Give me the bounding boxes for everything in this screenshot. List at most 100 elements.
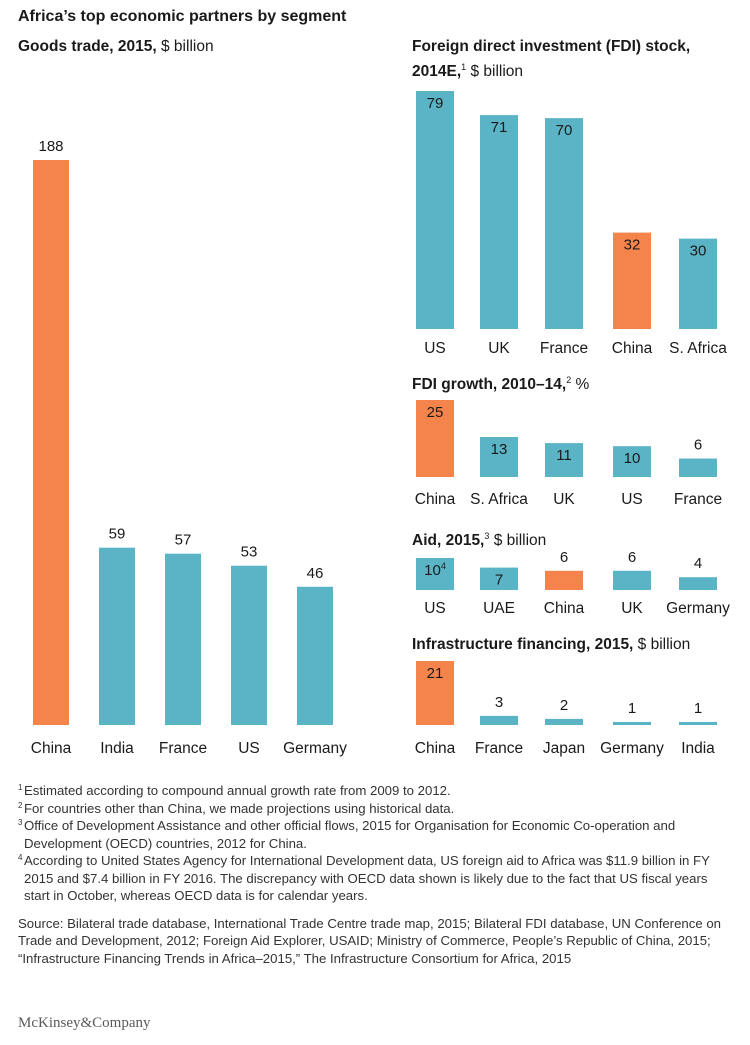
category-label-us: US [621,491,643,508]
category-label-uk: UK [621,600,643,617]
fdi-stock-title-unit: $ billion [466,63,524,81]
value-label-uk: 71 [491,119,508,136]
bar-s-africa [480,436,518,477]
value-label-france: 3 [495,694,503,711]
value-label-footnote: 4 [441,561,446,571]
category-label-germany: Germany [600,740,664,757]
category-label-germany: Germany [283,740,347,757]
category-label-japan: Japan [543,740,585,757]
value-label-france: 6 [694,437,702,454]
value-label-us: 79 [427,95,444,112]
category-label-china: China [31,740,72,757]
bar-us [231,565,267,725]
value-label-china: 21 [427,665,444,682]
aid-title-footnote: 3 [484,531,490,541]
bar-us [613,446,651,477]
bar-japan [545,718,583,725]
bar-china [416,661,454,725]
fdi-stock-title-footnote: 1 [461,62,467,72]
value-label-china: 6 [560,549,568,566]
bar-china [613,232,651,329]
bar-france [165,553,201,725]
value-label-china: 32 [624,237,641,254]
bar-india [99,547,135,725]
category-label-s-africa: S. Africa [470,491,528,508]
category-label-china: China [415,491,456,508]
value-label-china: 25 [427,404,444,421]
fdi-stock-chart: 79 US 71 UK 70 France 32 China 30 S. Africa [416,91,727,357]
aid-chart: 104 US 7 UAE 6 China 6 UK 4 Germany [416,549,730,617]
main-title: Africa’s top economic partners by segmen… [18,8,347,25]
bar-germany [679,577,717,590]
bar-us [416,558,454,590]
footnote-3: 3 Office of Development Assistance and ot… [18,818,676,851]
category-label-china: China [544,600,585,617]
value-label-india: 59 [109,526,126,543]
value-label-germany: 46 [307,565,324,582]
aid-title: Aid, 2015,3 $ billion [412,526,732,551]
bar-france [545,118,583,329]
value-label-germany: 4 [694,555,702,572]
category-label-china: China [612,340,653,357]
category-label-france: France [674,491,722,508]
bar-germany [613,721,651,725]
category-label-us: US [424,600,446,617]
category-label-us: US [424,340,446,357]
infrastructure-title: Infrastructure financing, 2015, $ billio… [412,634,742,655]
bar-uk [480,115,518,330]
fdi-growth-title: FDI growth, 2010–14,2 % [412,370,732,395]
bar-france [679,458,717,477]
footnotes: 1 Estimated according to compound annual … [18,782,733,967]
category-label-france: France [159,740,207,757]
value-label-us: 10 [624,450,641,467]
footnote-2: 2 For countries other than China, we made… [18,800,455,816]
value-label-uk: 11 [556,447,572,464]
bar-china [416,400,454,477]
value-label-india: 1 [694,700,702,717]
value-label-s-africa: 30 [690,243,707,260]
fdi-growth-chart: 25 China 13 S. Africa 11 UK 10 US 6 France [415,400,722,508]
value-label-s-africa: 13 [491,441,508,458]
bar-germany [297,586,333,725]
category-label-china: China [415,740,456,757]
category-label-uk: UK [488,340,510,357]
fdi-growth-title-bold: FDI growth, 2010–14, [412,376,567,394]
category-label-s-africa: S. Africa [669,340,727,357]
fdi-stock-title-bold: Foreign direct investment (FDI) stock, 2… [412,38,691,81]
bar-s-africa [679,238,717,329]
value-label-us: 53 [241,544,258,561]
category-label-us: US [238,740,260,757]
value-label-germany: 1 [628,700,636,717]
fdi-stock-title: Foreign direct investment (FDI) stock, 2… [412,36,732,82]
footnote-1: 1 Estimated according to compound annual … [18,783,451,798]
value-label-uae: 7 [495,572,503,589]
infrastructure-title-unit: $ billion [633,636,691,653]
fdi-growth-title-unit: % [571,376,590,394]
bar-india [679,721,717,725]
bar-uk [545,443,583,477]
footnote-4: 4 According to United States Agency for I… [18,853,710,903]
aid-title-unit: $ billion [489,532,547,550]
category-label-uae: UAE [483,600,515,617]
category-label-uk: UK [553,491,575,508]
bar-uk [613,570,651,590]
category-label-france: France [540,340,588,357]
aid-title-bold: Aid, 2015, [412,532,485,550]
source-note: Source: Bilateral trade database, Intern… [18,915,722,966]
value-label-japan: 2 [560,697,568,714]
category-label-india: India [100,740,134,757]
infrastructure-chart: 21 China 3 France 2 Japan 1 Germany 1 India [415,661,717,757]
category-label-france: France [475,740,523,757]
category-label-india: India [681,740,715,757]
bar-china [33,160,69,725]
value-label-france: 70 [556,122,573,139]
goods-trade-title: Goods trade, 2015, $ billion [18,36,398,57]
mckinsey-logo: McKinsey&Company [18,1015,151,1031]
goods-trade-title-unit: $ billion [156,38,214,55]
fdi-growth-title-footnote: 2 [566,375,572,385]
value-label-uk: 6 [628,549,636,566]
bar-us [416,91,454,329]
bar-france [480,715,518,725]
infrastructure-title-bold: Infrastructure financing, 2015, [412,636,634,653]
bar-china [545,570,583,590]
